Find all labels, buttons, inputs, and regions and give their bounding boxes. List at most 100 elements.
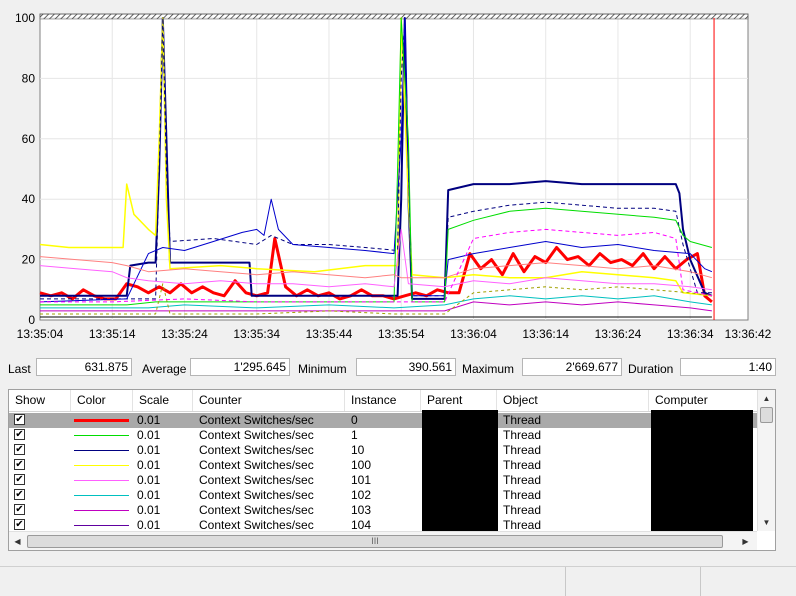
duration-label: Duration [628, 362, 674, 376]
counter-row[interactable]: ✔ 0.01 Context Switches/sec 101 Thread [9, 473, 759, 488]
series-line-6 [39, 228, 712, 291]
minimum-value: 390.561 [356, 358, 456, 376]
x-tick-label: 13:36:34 [667, 327, 714, 341]
horizontal-scrollbar[interactable]: ◀ III ▶ [9, 531, 757, 550]
maximum-value: 2'669.677 [522, 358, 622, 376]
row-scale: 0.01 [137, 518, 161, 532]
counter-list[interactable]: Show Color Scale Counter Instance Parent… [8, 389, 776, 551]
header-object[interactable]: Object [497, 390, 649, 411]
row-object: Thread [503, 458, 542, 472]
y-tick-label: 60 [22, 132, 36, 146]
row-counter: Context Switches/sec [199, 518, 314, 532]
y-axis-ticks: 0 20 40 60 80 100 [15, 11, 35, 327]
series-line-2 [39, 17, 712, 297]
show-checkbox[interactable]: ✔ [14, 429, 25, 440]
header-computer[interactable]: Computer [649, 390, 759, 411]
x-tick-label: 13:35:04 [17, 327, 64, 341]
counter-row[interactable]: ✔ 0.01 Context Switches/sec 103 Thread [9, 503, 759, 518]
row-scale: 0.01 [137, 473, 161, 487]
header-instance[interactable]: Instance [345, 390, 421, 411]
series-line-7 [39, 256, 713, 279]
vertical-scroll-thumb[interactable] [760, 407, 773, 423]
counter-row[interactable]: ✔ 0.01 Context Switches/sec 1 Thread [9, 428, 759, 443]
status-bar [0, 566, 796, 596]
color-swatch [74, 465, 129, 466]
status-segment-right [701, 567, 795, 596]
row-scale: 0.01 [137, 488, 161, 502]
color-swatch [74, 495, 129, 496]
show-checkbox[interactable]: ✔ [14, 489, 25, 500]
vertical-scrollbar[interactable]: ▲ ▼ [757, 390, 775, 531]
last-value: 631.875 [36, 358, 132, 376]
scroll-right-icon[interactable]: ▶ [742, 537, 749, 546]
row-counter: Context Switches/sec [199, 428, 314, 442]
counter-row[interactable]: ✔ 0.01 Context Switches/sec 0 Thread [9, 413, 759, 428]
row-instance: 100 [351, 458, 372, 472]
row-counter: Context Switches/sec [199, 458, 314, 472]
row-instance: 104 [351, 518, 372, 532]
x-tick-label: 13:36:24 [595, 327, 642, 341]
status-segment-middle [566, 567, 701, 596]
scroll-down-icon[interactable]: ▼ [762, 518, 771, 527]
series-line-4 [39, 17, 713, 303]
y-tick-label: 40 [22, 192, 36, 206]
scroll-left-icon[interactable]: ◀ [14, 537, 21, 546]
y-tick-label: 80 [22, 71, 36, 85]
header-color[interactable]: Color [71, 390, 133, 411]
x-tick-label: 13:36:04 [450, 327, 497, 341]
row-counter: Context Switches/sec [199, 443, 314, 457]
redacted-parent-column [422, 410, 498, 532]
row-object: Thread [503, 473, 542, 487]
y-tick-label: 20 [22, 253, 36, 267]
counter-row[interactable]: ✔ 0.01 Context Switches/sec 104 Thread [9, 518, 759, 533]
row-scale: 0.01 [137, 413, 161, 427]
show-checkbox[interactable]: ✔ [14, 459, 25, 470]
show-checkbox[interactable]: ✔ [14, 504, 25, 515]
x-tick-label: 13:36:14 [522, 327, 569, 341]
header-counter[interactable]: Counter [193, 390, 345, 411]
counter-row[interactable]: ✔ 0.01 Context Switches/sec 102 Thread [9, 488, 759, 503]
row-scale: 0.01 [137, 503, 161, 517]
show-checkbox[interactable]: ✔ [14, 474, 25, 485]
horizontal-scroll-thumb[interactable]: III [27, 535, 723, 548]
show-checkbox[interactable]: ✔ [14, 444, 25, 455]
row-object: Thread [503, 488, 542, 502]
x-tick-label: 13:35:34 [233, 327, 280, 341]
average-value: 1'295.645 [190, 358, 290, 376]
row-counter: Context Switches/sec [199, 488, 314, 502]
show-checkbox[interactable]: ✔ [14, 519, 25, 530]
series-line-3 [40, 17, 712, 300]
x-tick-label: 13:35:24 [161, 327, 208, 341]
counter-row[interactable]: ✔ 0.01 Context Switches/sec 10 Thread [9, 443, 759, 458]
duration-value: 1:40 [680, 358, 776, 376]
color-swatch [74, 435, 129, 436]
header-scale[interactable]: Scale [133, 390, 193, 411]
color-swatch [74, 525, 129, 526]
scroll-up-icon[interactable]: ▲ [762, 394, 771, 403]
header-show[interactable]: Show [9, 390, 71, 411]
redacted-computer-column [651, 410, 753, 532]
performance-graph: 0 20 40 60 80 100 13:35:04 13:35:14 13:35:24 13:… [15, 11, 772, 341]
header-parent[interactable]: Parent [421, 390, 497, 411]
color-swatch [74, 450, 129, 451]
color-swatch [74, 419, 129, 422]
status-segment-main [0, 567, 566, 596]
show-checkbox[interactable]: ✔ [14, 414, 25, 425]
row-instance: 1 [351, 428, 358, 442]
series-lines [39, 17, 713, 318]
counter-row[interactable]: ✔ 0.01 Context Switches/sec 100 Thread [9, 458, 759, 473]
last-label: Last [8, 362, 31, 376]
row-counter: Context Switches/sec [199, 413, 314, 427]
x-tick-label: 13:36:42 [725, 327, 772, 341]
series-line-8 [40, 295, 712, 309]
row-instance: 102 [351, 488, 372, 502]
statistics-bar: Last 631.875 Average 1'295.645 Minimum 3… [0, 358, 796, 380]
row-object: Thread [503, 443, 542, 457]
series-line-10 [40, 283, 712, 315]
row-instance: 10 [351, 443, 365, 457]
row-instance: 101 [351, 473, 372, 487]
color-swatch [74, 510, 129, 511]
row-scale: 0.01 [137, 428, 161, 442]
minimum-label: Minimum [298, 362, 347, 376]
row-counter: Context Switches/sec [199, 473, 314, 487]
